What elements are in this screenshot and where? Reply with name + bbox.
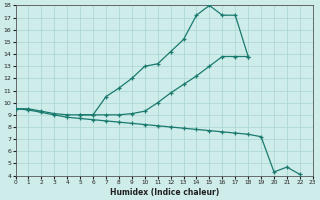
X-axis label: Humidex (Indice chaleur): Humidex (Indice chaleur) — [109, 188, 219, 197]
